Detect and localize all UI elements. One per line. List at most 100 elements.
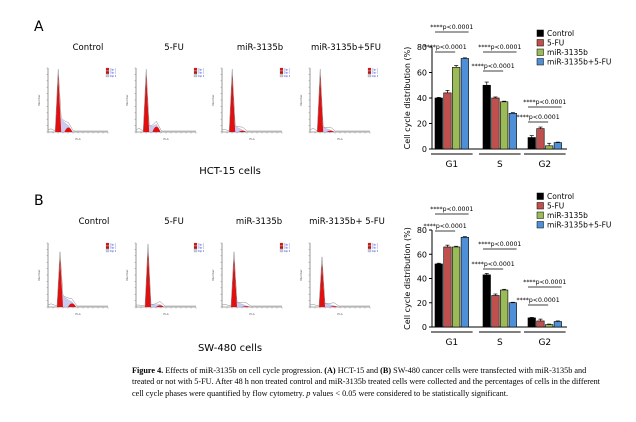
caption-b-label: (B) [380, 366, 392, 375]
histogram-svg: Dip G1Dip G2Dip S-Phase PI-A Number [299, 67, 387, 141]
histogram-legend-swatch [193, 67, 198, 71]
histogram-legend-label: Dip G1 [110, 243, 116, 246]
bar-5-fu-g2 [536, 320, 545, 328]
histogram-legend-swatch [367, 67, 372, 71]
legend-label: miR-3135b+5-FU [547, 221, 611, 230]
histogram-svg: Dip G1Dip G2Dip S-Phase PI-A Number [125, 242, 213, 316]
flow-histogram-control-a: Dip G1Dip G2Dip S-Phase PI-A Number [36, 62, 125, 151]
histogram-legend-label: Dip G2 [284, 72, 290, 75]
bar-5-fu-s [491, 295, 500, 328]
histogram-g1-peak [57, 255, 63, 307]
figure-caption: Figure 4. Effects of miR-3135b on cell c… [132, 365, 602, 399]
histogram-legend-label: Dip S-Phase [110, 250, 116, 253]
histogram-legend-swatch [367, 74, 372, 78]
histogram-g2-peak [238, 130, 247, 132]
significance-label: ****p<0.0001 [523, 279, 566, 286]
histogram-title: miR-3135b [236, 43, 284, 53]
y-tick-label: 60 [417, 250, 427, 259]
histogram-legend-label: Dip G1 [284, 68, 290, 71]
legend-swatch [536, 39, 544, 47]
histogram-g1-peak [145, 248, 151, 307]
histogram-g2-peak [64, 127, 73, 132]
bar-mir-3135b-5-fu-s [508, 302, 517, 328]
significance-label: ****p<0.0001 [472, 63, 515, 70]
histogram-legend-swatch [279, 242, 284, 246]
category-label: G2 [538, 160, 551, 170]
histogram-outline [47, 69, 108, 132]
histogram-legend-label: Dip S-Phase [198, 250, 204, 253]
legend-swatch [536, 211, 544, 219]
histogram-legend-label: Dip S-Phase [284, 250, 290, 253]
y-tick-label: 40 [417, 94, 427, 103]
histogram-y-label: Number [125, 269, 129, 281]
flow-histogram-5fu-a: Dip G1Dip G2Dip S-Phase PI-A Number [124, 62, 213, 151]
histogram-x-label: PI-A [163, 312, 168, 316]
histogram-legend-label: Dip S-Phase [110, 75, 116, 78]
histogram-legend-label: Dip S-Phase [198, 75, 204, 78]
histogram-legend-swatch [279, 249, 284, 253]
histogram-title: miR-3135b [235, 217, 283, 227]
bar-mir-3135b-g1 [452, 67, 461, 150]
histogram-y-label: Number [37, 269, 41, 281]
flow-histogram-mir-b: Dip G1Dip G2Dip S-Phase PI-A Number [210, 237, 299, 326]
legend-label: miR-3135b [547, 211, 588, 220]
histogram-legend-label: Dip G2 [284, 247, 290, 250]
caption-a-label: (A) [324, 366, 336, 375]
significance-label: ****p<0.0001 [472, 261, 515, 268]
histogram-legend-swatch [105, 74, 110, 78]
legend-swatch [536, 192, 544, 200]
panel-letter-a: A [34, 19, 44, 35]
histogram-svg: Dip G1Dip G2Dip S-Phase PI-A Number [211, 242, 299, 316]
legend-label: Control [547, 192, 574, 201]
bar-mir-3135b-s [500, 289, 509, 328]
bar-chart-sw480: 0 20 40 60 80 Cell cycle distribution (%) G1 S G… [403, 192, 611, 348]
histogram-y-label: Number [211, 94, 215, 106]
caption-p-italic: p [306, 388, 311, 398]
y-tick-label: 0 [422, 145, 427, 154]
histogram-legend-swatch [279, 71, 284, 74]
y-tick-label: 60 [417, 69, 427, 78]
histogram-outline [309, 69, 370, 132]
flow-histogram-mir-5fu-b: Dip G1Dip G2Dip S-Phase PI-A Number [298, 237, 387, 326]
histogram-g2-peak [326, 130, 335, 132]
bar-mir-3135b-g2 [545, 324, 554, 328]
legend-label: 5-FU [547, 39, 564, 48]
bar-mir-3135b-g2 [545, 145, 554, 150]
legend-swatch [536, 58, 544, 66]
histogram-legend-label: Dip G1 [110, 68, 116, 71]
legend-swatch [536, 29, 544, 37]
bar-mir-3135b-5-fu-g1 [460, 58, 469, 150]
significance-label: ****p<0.0001 [523, 99, 566, 106]
histogram-legend-swatch [105, 71, 110, 74]
histogram-title: Control [78, 217, 110, 227]
histogram-title: 5-FU [164, 43, 184, 53]
legend-label: miR-3135b [547, 48, 588, 57]
cell-line-label: HCT-15 cells [199, 166, 261, 177]
bar-5-fu-g1 [443, 92, 452, 150]
histogram-x-label: PI-A [75, 312, 80, 316]
histogram-g1-peak [319, 260, 325, 307]
histogram-legend-label: Dip G2 [110, 247, 116, 250]
histogram-legend-swatch [279, 67, 284, 71]
legend-label: miR-3135b+5-FU [547, 58, 611, 67]
category-label: G1 [445, 160, 458, 170]
caption-text: values < 0.05 were considered to be stat… [310, 388, 509, 398]
flow-histogram-mir-a: Dip G1Dip G2Dip S-Phase PI-A Number [210, 62, 299, 151]
histogram-g2-peak [242, 306, 250, 307]
histogram-legend-label: Dip G1 [284, 243, 290, 246]
histogram-g2-peak [68, 303, 76, 307]
histogram-svg: Dip G1Dip G2Dip S-Phase PI-A Number [125, 67, 213, 141]
histogram-legend-swatch [279, 246, 284, 249]
histogram-legend-label: Dip G2 [372, 72, 378, 75]
histogram-x-label: PI-A [337, 312, 342, 316]
category-label: G1 [445, 338, 458, 348]
histogram-legend-label: Dip G2 [198, 72, 204, 75]
flow-histogram-mir-5fu-a: Dip G1Dip G2Dip S-Phase PI-A Number [298, 62, 387, 151]
histogram-g1-peak [317, 73, 324, 132]
histogram-x-label: PI-A [337, 137, 342, 141]
histogram-legend-swatch [193, 74, 198, 78]
histogram-legend-swatch [367, 71, 372, 74]
bar-mir-3135b-5-fu-g2 [553, 142, 562, 150]
flow-histogram-5fu-b: Dip G1Dip G2Dip S-Phase PI-A Number [124, 237, 213, 326]
caption-text: HCT-15 and [335, 366, 381, 375]
